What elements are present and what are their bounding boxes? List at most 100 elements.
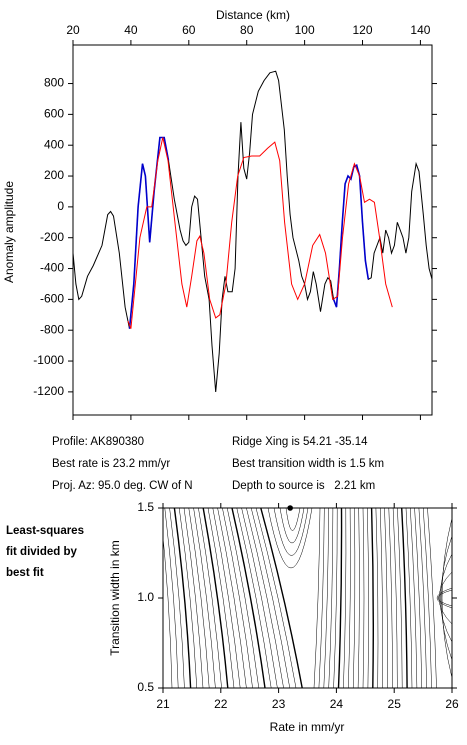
x-axis-title: Rate in mm/yr: [270, 720, 345, 734]
contour-line: [422, 508, 432, 688]
info-text: Proj. Az: 95.0 deg. CW of N: [52, 480, 193, 492]
contour-line: [384, 508, 388, 688]
y-tick-label: -1200: [33, 384, 64, 398]
x-tick-label: 140: [410, 23, 430, 37]
x-tick-label: 24: [330, 697, 344, 711]
contour-line: [438, 571, 452, 625]
note-text: fit divided by: [6, 546, 78, 558]
contour-line: [241, 508, 278, 688]
contour-line: [178, 508, 198, 688]
y-tick-label: -800: [40, 322, 64, 336]
contour-line: [401, 508, 408, 688]
info-text: Profile: AK890380: [52, 436, 144, 448]
y-axis-title: Anomaly amplitude: [2, 181, 16, 283]
contour-line: [405, 508, 413, 688]
contour-line: [333, 508, 338, 688]
contour-line: [388, 508, 393, 688]
contour-line: [439, 553, 452, 643]
contour-line: [441, 517, 452, 679]
y-tick-label: -1000: [33, 353, 64, 367]
y-tick-label: 600: [44, 107, 64, 121]
contour-line: [255, 508, 297, 688]
contour-line: [164, 508, 179, 688]
contour-line: [437, 589, 452, 607]
y-tick-label: 200: [44, 168, 64, 182]
contour-line: [343, 508, 347, 688]
contour-line: [410, 508, 418, 688]
info-text: Best transition width is 1.5 km: [232, 458, 384, 470]
info-text: Best rate is 23.2 mm/yr: [52, 458, 170, 470]
x-tick-label: 80: [240, 23, 254, 37]
data-line: [127, 137, 393, 329]
contour-line: [202, 508, 229, 688]
contour-line: [379, 508, 384, 688]
x-tick-label: 100: [295, 23, 315, 37]
contour-line: [337, 508, 343, 688]
y-tick-label: 800: [44, 76, 64, 90]
x-tick-label: 23: [272, 697, 286, 711]
contour-line: [414, 508, 423, 688]
contour-line: [169, 508, 185, 688]
info-text: Ridge Xing is 54.21 -35.14: [232, 436, 368, 448]
contour-line: [183, 508, 204, 688]
contour-line: [226, 508, 260, 688]
contour-line: [250, 508, 291, 688]
contour-line: [318, 508, 325, 688]
contour-line: [279, 508, 305, 543]
contour-line: [370, 508, 374, 688]
contour-line: [173, 508, 192, 688]
contour-line: [367, 508, 369, 688]
note-text: best fit: [6, 567, 44, 579]
y-tick-label: 1.5: [137, 500, 154, 514]
contour-line: [328, 508, 334, 688]
x-tick-label: 20: [66, 23, 80, 37]
y-tick-label: 0.5: [137, 680, 154, 694]
y-tick-label: 400: [44, 137, 64, 151]
contour-line: [427, 508, 437, 688]
y-tick-label: -200: [40, 230, 64, 244]
x-tick-label: 26: [445, 697, 459, 711]
info-text: Depth to source is 2.21 km: [232, 480, 375, 492]
contour-line: [246, 508, 284, 688]
x-tick-label: 40: [124, 23, 138, 37]
contour-line: [418, 508, 427, 688]
contour-line: [188, 508, 210, 688]
contour-line: [440, 535, 452, 661]
y-tick-label: -400: [40, 261, 64, 275]
y-tick-label: 1.0: [137, 590, 154, 604]
y-axis-title: Transition width in km: [108, 540, 122, 656]
note-text: Least-squares: [6, 525, 84, 537]
contour-line: [260, 508, 303, 688]
contour-line: [217, 508, 247, 688]
contour-line: [231, 508, 266, 688]
contour-line: [163, 534, 173, 688]
data-line: [128, 136, 370, 329]
contour-line: [348, 508, 351, 688]
x-tick-label: 25: [388, 697, 402, 711]
contour-line: [357, 508, 360, 688]
x-tick-label: 21: [156, 697, 170, 711]
contour-line: [323, 508, 329, 688]
x-axis-title: Distance (km): [216, 8, 290, 22]
contour-line: [236, 508, 272, 688]
contour-line: [375, 508, 379, 688]
data-line: [72, 70, 433, 392]
contour-lines: [163, 508, 452, 688]
contour-line: [207, 508, 235, 688]
contour-line: [362, 508, 365, 688]
contour-line: [193, 508, 216, 688]
contour-line: [397, 508, 403, 688]
plot-frame: [72, 44, 433, 416]
contour-line: [352, 508, 356, 688]
x-tick-label: 60: [182, 23, 196, 37]
contour-line: [267, 508, 313, 569]
contour-line: [212, 508, 241, 688]
best-fit-point: [287, 505, 293, 511]
y-tick-label: 0: [57, 199, 64, 213]
x-tick-label: 120: [353, 23, 373, 37]
contour-line: [285, 508, 301, 531]
x-tick-label: 22: [214, 697, 228, 711]
contour-line: [436, 587, 452, 609]
contour-line: [222, 508, 253, 688]
